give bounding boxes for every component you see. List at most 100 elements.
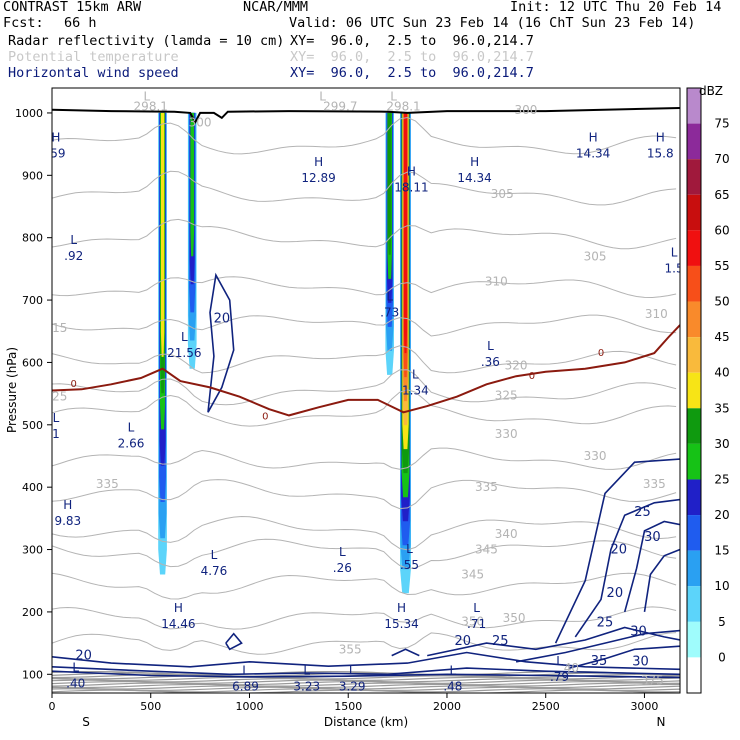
high-low-letter: H [63, 498, 72, 512]
high-low-layer: L .40 L 6.89 L 3.23 L 3.29 L .48 L .79 H 14.46 H 15.34 L… [52, 90, 684, 694]
colorbar-swatch [687, 657, 701, 693]
theta-band-line [52, 682, 680, 687]
high-low-value: .79 [550, 670, 569, 684]
theta-band-line [52, 683, 680, 689]
isotherm-label: 0 [529, 371, 535, 382]
field-name-theta: Potential temperature [8, 49, 179, 65]
y-tick-label: 1000 [15, 107, 43, 120]
high-low-value: .73 [380, 305, 399, 319]
y-tick-label: 900 [22, 169, 43, 182]
model-title: CONTRAST 15km ARW [3, 0, 142, 15]
colorbar-swatch [687, 337, 701, 373]
wind-contour [623, 520, 680, 613]
theta-label: 340 [495, 527, 518, 541]
colorbar-swatch [687, 265, 701, 302]
theta-label: 335 [475, 480, 498, 494]
theta-contour [52, 369, 677, 406]
colorbar-label: 75 [714, 117, 729, 131]
wind-contour [207, 272, 235, 413]
high-low-letter: L [556, 654, 563, 668]
high-low-value: 1.5 [665, 262, 684, 276]
isotherm-label: 0 [71, 379, 77, 390]
high-low-letter: H [397, 601, 406, 615]
colorbar-swatch [687, 408, 701, 444]
colorbar-label: 10 [714, 579, 729, 593]
theta-contour [52, 345, 677, 374]
stratosphere-theta-band [52, 671, 680, 693]
theta-contour [52, 276, 677, 299]
wind-label: 25 [597, 615, 614, 630]
theta-label: 330 [584, 449, 607, 463]
high-low-value: 6.89 [232, 680, 259, 694]
high-low-letter: L [406, 542, 413, 556]
high-low-letter: L [70, 233, 77, 247]
colorbar-swatch [687, 515, 701, 551]
theta-contour [52, 116, 677, 155]
x-axis-title: Distance (km) [324, 715, 408, 729]
wind-contour [225, 632, 243, 651]
valid-time: Valid: 06 UTC Sun 23 Feb 14 (16 ChT Sun … [289, 15, 696, 31]
high-low-letter: L [303, 664, 310, 678]
colorbar-unit: dBZ [699, 84, 723, 98]
colorbar-swatch [687, 88, 701, 124]
theta-contour [52, 515, 677, 551]
high-low-letter: L [319, 90, 326, 104]
colorbar-label: 65 [714, 188, 729, 202]
colorbar-label: 50 [714, 295, 729, 309]
organization: NCAR/MMM [243, 0, 309, 15]
high-low-letter: L [339, 545, 346, 559]
init-time: Init: 12 UTC Thu 20 Feb 14 [510, 0, 722, 15]
wind-contour [574, 498, 680, 638]
x-tick-label: 500 [140, 700, 161, 713]
colorbar-swatch [687, 621, 701, 658]
wind-label: 20 [214, 312, 231, 327]
high-low-value: .36 [481, 355, 500, 369]
high-low-value: 1 [52, 427, 60, 441]
high-low-value: 3.29 [339, 680, 366, 694]
theta-label: 315 [44, 321, 67, 335]
theta-label: 300 [515, 103, 538, 117]
high-low-letter: H [589, 130, 598, 144]
isotherm-label: 0 [262, 411, 268, 422]
colorbar-label: 25 [714, 472, 729, 486]
x-tick-label: 2500 [532, 700, 560, 713]
theta-contour [52, 314, 677, 337]
x-axis-north-label: N [657, 715, 666, 729]
colorbar-swatch [687, 301, 701, 338]
theta-label: 375 [641, 674, 664, 688]
colorbar-label: 70 [714, 152, 729, 166]
wind-contour [52, 666, 680, 676]
high-low-letter: L [128, 420, 135, 434]
colorbar-label: 0 [718, 650, 726, 664]
x-tick-label: 0 [49, 700, 56, 713]
theta-contour [52, 538, 677, 569]
high-low-value: 15.8 [647, 146, 674, 160]
high-low-value: .71 [467, 617, 486, 631]
high-low-letter: L [473, 601, 480, 615]
high-low-value: 1.34 [402, 383, 429, 397]
colorbar-label: 30 [714, 437, 729, 451]
colorbar-label: 40 [714, 366, 729, 380]
high-low-value: 15.34 [384, 617, 418, 631]
reflectivity-level [388, 112, 392, 255]
high-low-value: 12.89 [301, 171, 335, 185]
theta-contour [52, 572, 677, 600]
high-low-letter: H [314, 155, 323, 169]
field-name-reflectivity: Radar reflectivity (lamda = 10 cm) [8, 33, 285, 49]
high-low-letter: L [671, 246, 678, 260]
x-tick-label: 2000 [433, 700, 461, 713]
wind-label: 20 [454, 634, 471, 649]
wind-contour [52, 670, 680, 679]
field-xy-theta: XY= 96.0, 2.5 to 96.0,214.7 [290, 49, 534, 65]
high-low-letter: L [487, 339, 494, 353]
high-low-letter: L [181, 330, 188, 344]
wind-contour [391, 648, 420, 657]
high-low-letter: L [143, 90, 150, 104]
y-tick-label: 200 [22, 606, 43, 619]
colorbar-label: 45 [714, 330, 729, 344]
isotherm-label: 0 [598, 348, 604, 359]
theta-label: 40 [564, 661, 579, 675]
wind-label: 30 [644, 530, 661, 545]
high-low-letter: L [53, 411, 60, 425]
